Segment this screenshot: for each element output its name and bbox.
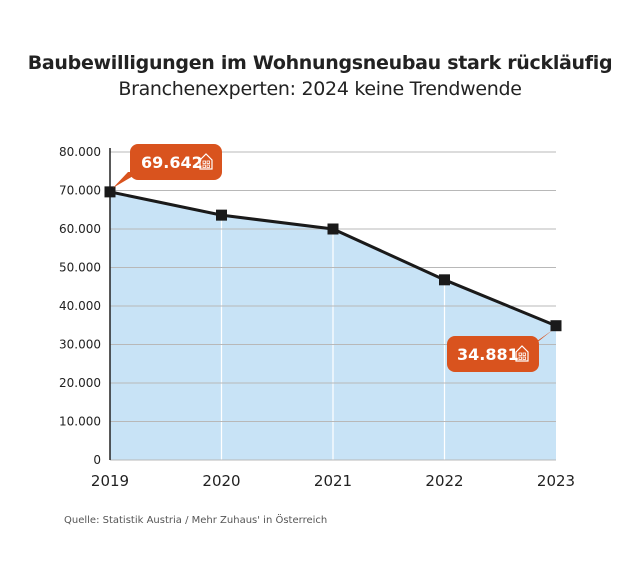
- house-icon: [515, 345, 529, 362]
- x-tick-label: 2022: [425, 472, 463, 490]
- y-tick-label: 80.000: [59, 145, 101, 159]
- y-tick-label: 50.000: [59, 261, 101, 275]
- data-point: [104, 186, 116, 198]
- y-tick-label: 40.000: [59, 299, 101, 313]
- chart-subtitle: Branchenexperten: 2024 keine Trendwende: [118, 78, 522, 100]
- house-window: [202, 164, 206, 168]
- x-tick-label: 2021: [314, 472, 352, 490]
- y-tick-label: 30.000: [59, 338, 101, 352]
- y-tick-label: 10.000: [59, 415, 101, 429]
- callout-box: [447, 336, 539, 372]
- data-point: [550, 320, 562, 332]
- chart-title: Baubewilligungen im Wohnungsneubau stark…: [27, 52, 613, 74]
- y-tick-label: 70.000: [59, 184, 101, 198]
- y-tick-label: 0: [93, 453, 101, 467]
- house-icon: [199, 153, 213, 170]
- callout-value: 69.642: [141, 153, 203, 172]
- y-tick-label: 20.000: [59, 376, 101, 390]
- house-window: [518, 352, 522, 356]
- house-window: [522, 356, 526, 360]
- house-window: [518, 356, 522, 360]
- callout-value: 34.881: [457, 345, 519, 364]
- data-point: [216, 209, 227, 221]
- x-tick-label: 2020: [202, 472, 240, 490]
- house-window: [202, 160, 206, 164]
- house-outline: [515, 345, 529, 362]
- callout-box: [130, 144, 222, 180]
- data-point: [327, 223, 339, 235]
- house-window: [522, 352, 526, 356]
- source-note: Quelle: Statistik Austria / Mehr Zuhaus'…: [64, 515, 328, 526]
- x-tick-label: 2019: [91, 472, 129, 490]
- house-window: [206, 160, 210, 164]
- house-outline: [199, 153, 213, 170]
- data-point: [439, 274, 450, 286]
- x-tick-label: 2023: [537, 472, 575, 490]
- house-window: [206, 164, 210, 168]
- callout-2023: 34.881: [447, 329, 553, 372]
- y-tick-label: 60.000: [59, 222, 101, 236]
- callout-2019: 69.642: [113, 144, 222, 188]
